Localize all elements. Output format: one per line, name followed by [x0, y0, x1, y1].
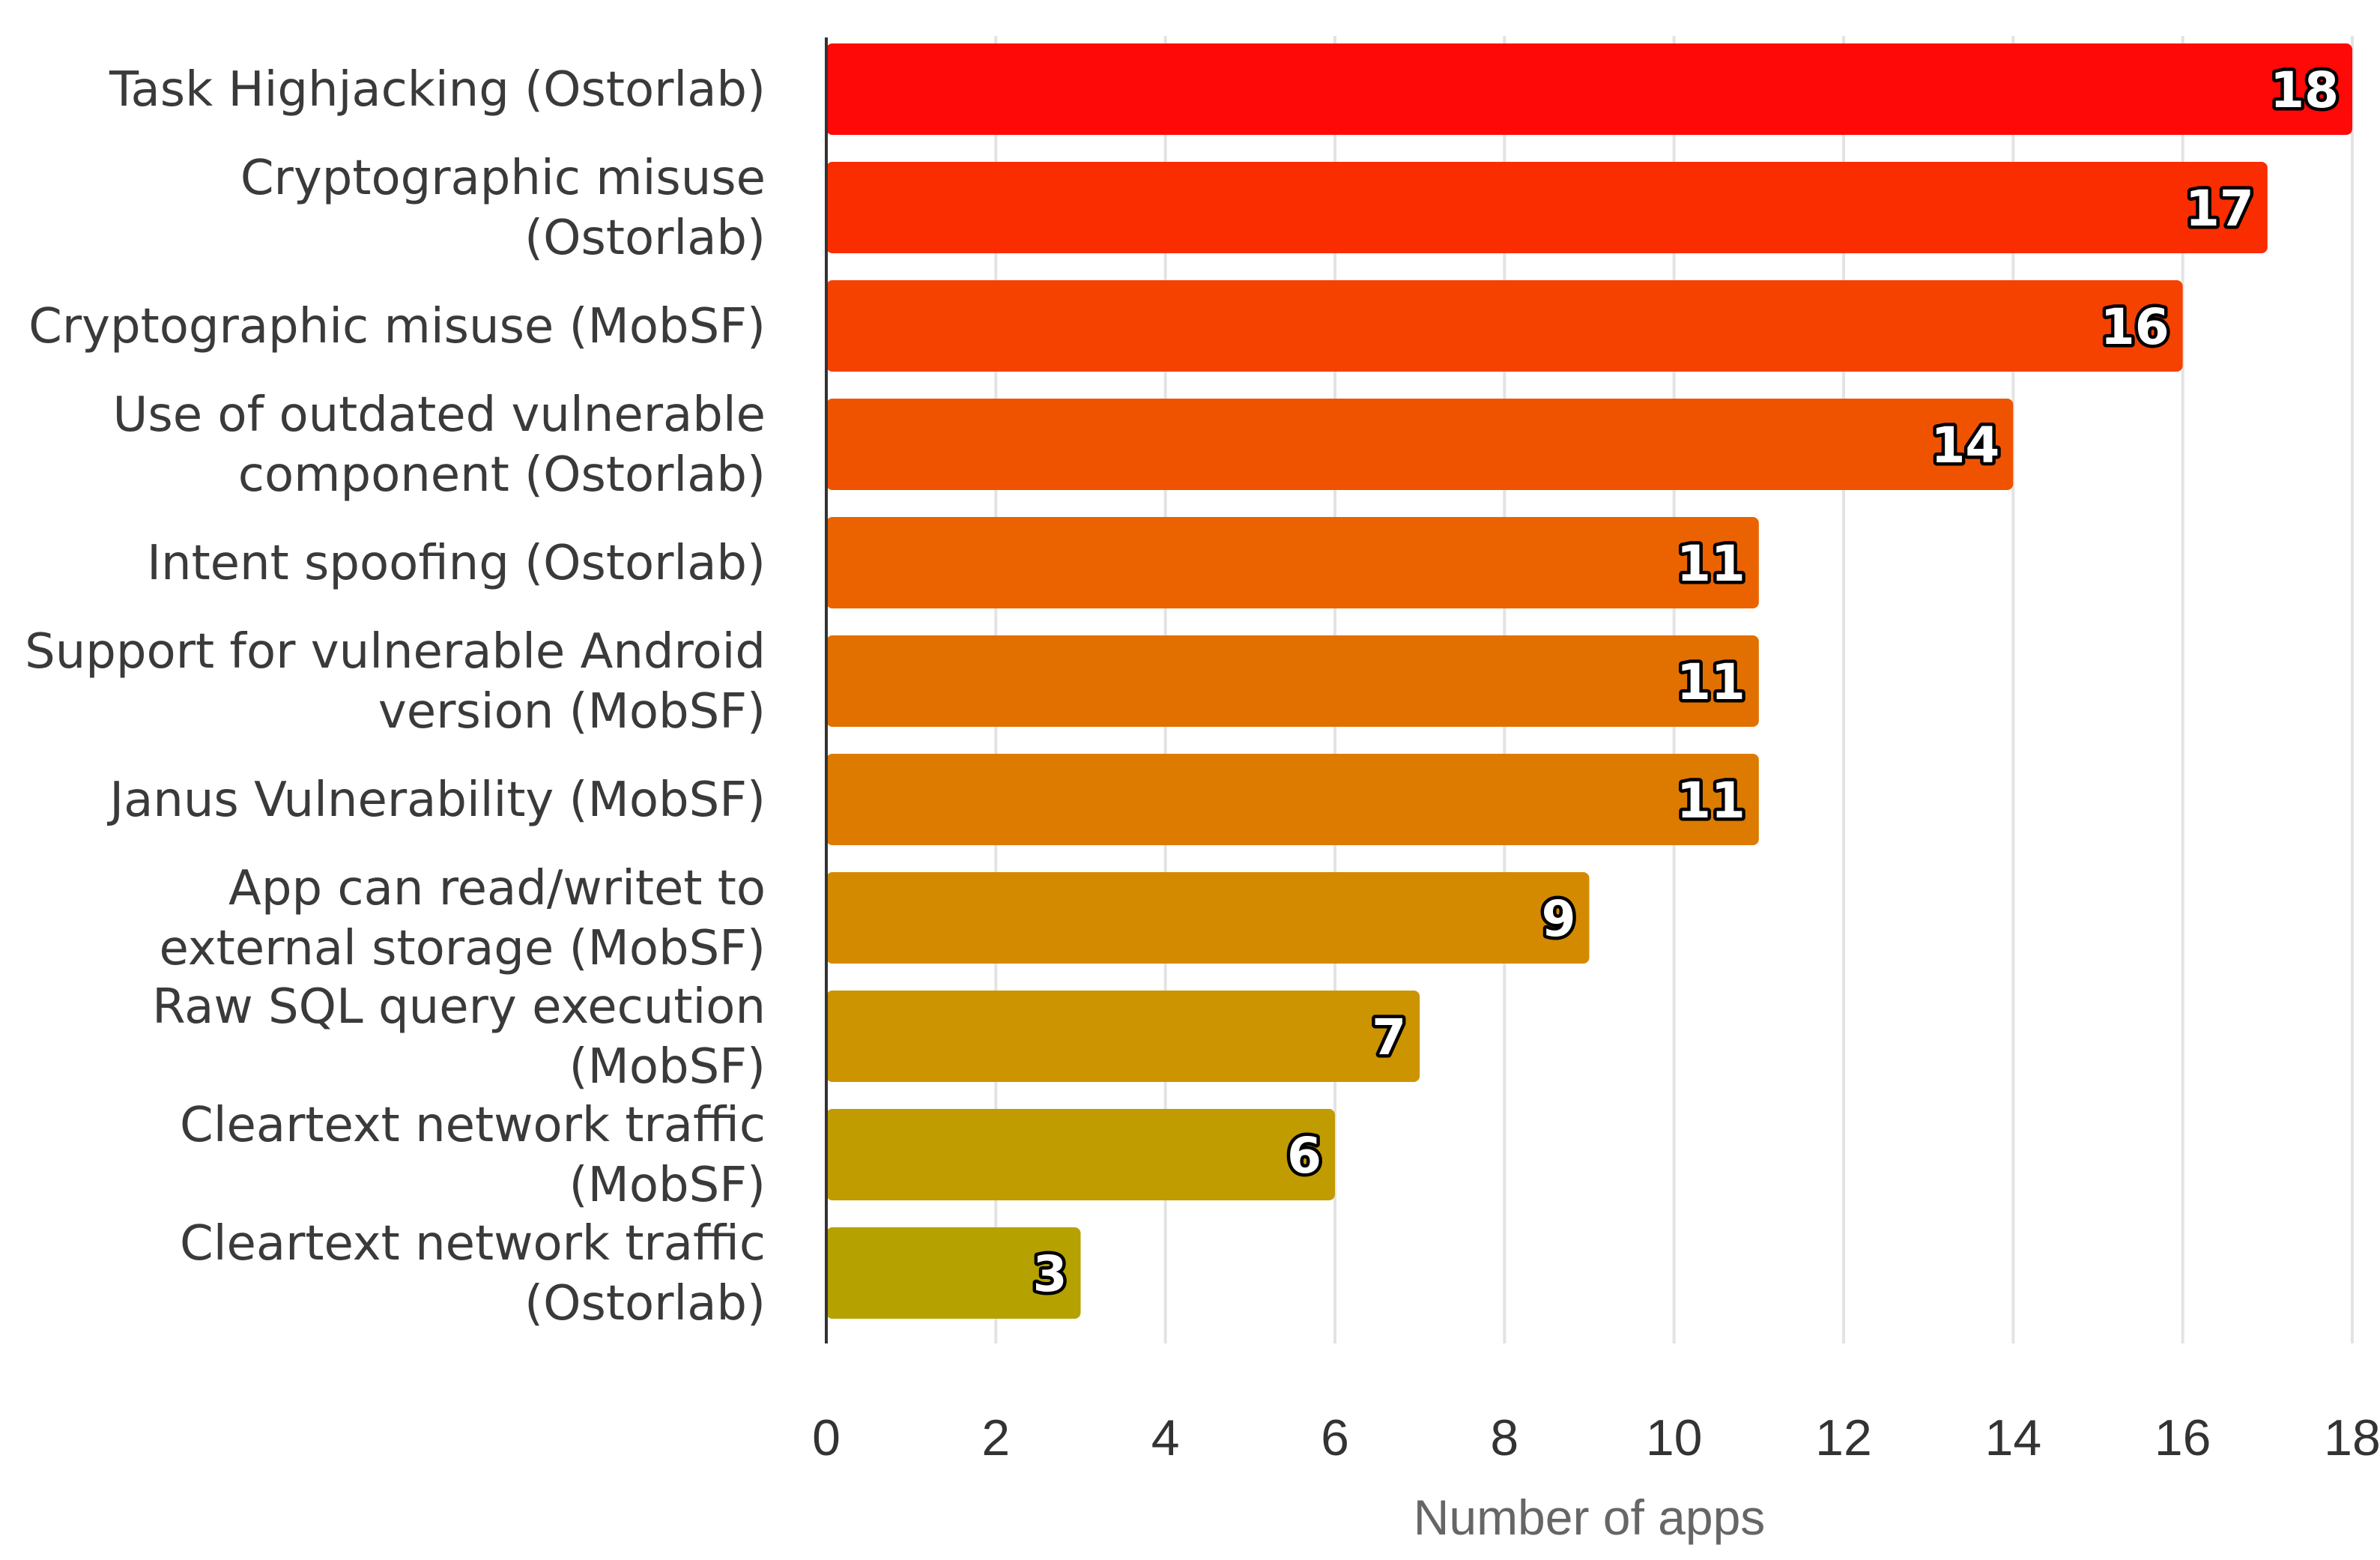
- category-label: Task Highjacking (Ostorlab): [109, 62, 766, 118]
- x-tick-label: 8: [1490, 1409, 1518, 1466]
- bar: [826, 280, 2183, 372]
- category-label: (Ostorlab): [524, 211, 766, 266]
- x-tick-label: 18: [2324, 1409, 2380, 1466]
- category-label: (Ostorlab): [524, 1276, 766, 1331]
- x-tick-label: 6: [1321, 1409, 1349, 1466]
- bar: [826, 43, 2352, 135]
- x-axis-title: Number of apps: [1414, 1490, 1766, 1545]
- bar: [826, 162, 2268, 253]
- x-tick-label: 10: [1646, 1409, 1703, 1466]
- bar: [826, 635, 1759, 727]
- x-tick-label: 16: [2155, 1409, 2211, 1466]
- data-labels: 18 17 16 14 11 11 11 9 7 6 3: [1029, 58, 2342, 1307]
- bar: [826, 991, 1420, 1082]
- bar: [826, 872, 1590, 964]
- data-label: 14: [1931, 417, 1999, 474]
- data-label: 3: [1033, 1245, 1068, 1303]
- category-label: Janus Vulnerability (MobSF): [106, 773, 766, 828]
- category-label: Cleartext network traffic: [180, 1098, 766, 1153]
- data-label: 11: [1677, 535, 1745, 593]
- category-label: Raw SQL query execution: [152, 979, 766, 1035]
- data-label: 11: [1677, 653, 1745, 711]
- category-label: Cryptographic misuse (MobSF): [28, 299, 766, 354]
- data-label: 11: [1677, 772, 1745, 829]
- x-tick-label: 4: [1151, 1409, 1180, 1466]
- category-label: Support for vulnerable Android: [25, 624, 766, 680]
- category-label: Intent spoofing (Ostorlab): [147, 536, 766, 591]
- category-label: external storage (MobSF): [159, 921, 766, 976]
- bar: [826, 1109, 1335, 1200]
- data-label: 17: [2185, 180, 2254, 238]
- bar: [826, 1227, 1081, 1319]
- bars: [826, 43, 2352, 1319]
- category-label: Cryptographic misuse: [240, 151, 766, 206]
- data-label: 16: [2101, 298, 2169, 356]
- category-label: version (MobSF): [378, 684, 766, 740]
- data-label: 6: [1287, 1127, 1321, 1185]
- bar: [826, 517, 1759, 608]
- category-labels: Task Highjacking (Ostorlab) Cryptographic…: [25, 62, 766, 1331]
- x-tick-label: 2: [981, 1409, 1010, 1466]
- category-label: App can read/writet to: [228, 861, 766, 916]
- data-label: 9: [1542, 890, 1576, 948]
- category-label: (MobSF): [569, 1039, 766, 1095]
- bar: [826, 754, 1759, 845]
- category-label: (MobSF): [569, 1158, 766, 1213]
- x-tick-label: 0: [812, 1409, 841, 1466]
- category-label: Use of outdated vulnerable: [113, 387, 766, 443]
- x-tick-label: 12: [1815, 1409, 1872, 1466]
- x-tick-labels: 0 2 4 6 8 10 12 14 16 18: [812, 1409, 2380, 1466]
- data-label: 18: [2270, 61, 2339, 119]
- bar: [826, 399, 2014, 490]
- category-label: component (Ostorlab): [238, 447, 766, 503]
- category-label: Cleartext network traffic: [180, 1216, 766, 1272]
- data-label: 7: [1372, 1009, 1406, 1066]
- x-tick-label: 14: [1985, 1409, 2042, 1466]
